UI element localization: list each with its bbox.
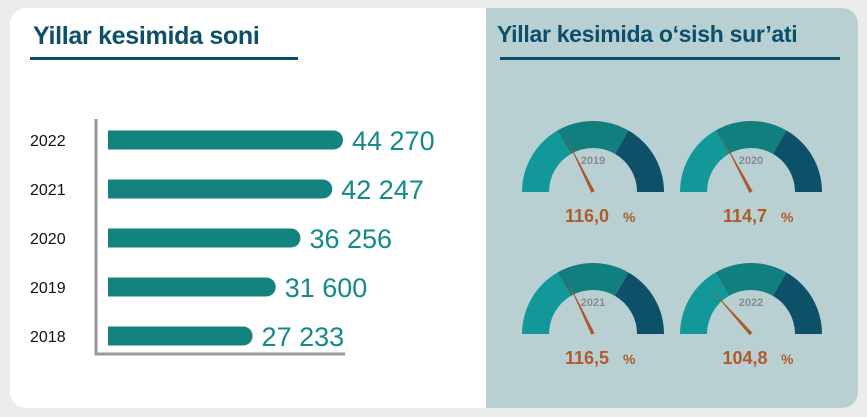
bar-category-label: 2021 xyxy=(30,182,66,199)
gauge-segment-high xyxy=(773,130,822,192)
gauge-segment-mid xyxy=(715,120,787,154)
gauge-year-label: 2022 xyxy=(739,297,763,309)
gauge-segment-mid xyxy=(557,263,629,296)
gauge-value-label: 104,8 xyxy=(722,348,767,368)
bar-category-label: 2018 xyxy=(30,329,66,346)
right-panel xyxy=(486,8,858,408)
bar-left-edge-2018 xyxy=(108,326,127,346)
gauge-segment-low xyxy=(680,130,729,192)
bar-value-label: 31 600 xyxy=(285,273,368,303)
bar-value-label: 42 247 xyxy=(341,175,424,205)
right-title-underline xyxy=(500,57,840,60)
right-chart-title: Yillar kesimida o‘sish sur’ati xyxy=(497,21,798,47)
bar-2020 xyxy=(108,228,301,248)
left-chart-title: Yillar kesimida soni xyxy=(33,22,260,50)
gauge-segment-mid xyxy=(715,263,787,296)
bar-value-label: 27 233 xyxy=(262,322,345,352)
gauge-needle xyxy=(566,278,595,335)
gauge-segment-low xyxy=(522,130,571,192)
bar-category-label: 2020 xyxy=(30,231,66,248)
gauge-segment-low xyxy=(522,272,571,334)
bar-value-label: 36 256 xyxy=(309,224,392,254)
gauge-segment-high xyxy=(773,272,822,334)
bar-2018 xyxy=(108,326,253,346)
gauge-segment-mid xyxy=(557,120,629,154)
bar-left-edge-2019 xyxy=(108,277,127,297)
bar-left-edge-2020 xyxy=(108,228,127,248)
bar-2021 xyxy=(108,179,333,199)
bar-category-label: 2022 xyxy=(30,133,66,150)
gauge-segment-high xyxy=(615,272,664,334)
bar-axis xyxy=(94,119,345,356)
gauge-value-label: 114,7 xyxy=(723,206,767,226)
gauge-year-label: 2020 xyxy=(739,155,763,167)
gauge-unit-label: % xyxy=(623,209,636,225)
gauge-year-label: 2019 xyxy=(581,155,605,167)
gauge-unit-label: % xyxy=(781,209,794,225)
bar-2022 xyxy=(108,130,343,150)
gauge-year-label: 2021 xyxy=(581,297,605,309)
gauge-needle xyxy=(565,136,595,193)
gauge-unit-label: % xyxy=(623,351,636,367)
gauge-segment-high xyxy=(615,130,664,192)
bar-2019 xyxy=(108,277,276,297)
gauge-value-label: 116,5 xyxy=(565,348,609,368)
gauge-needle xyxy=(721,137,753,193)
bar-left-edge-2021 xyxy=(108,179,127,199)
gauge-value-label: 116,0 xyxy=(565,206,609,226)
gauge-segment-low xyxy=(680,272,729,334)
bar-value-label: 44 270 xyxy=(352,126,435,156)
left-title-underline xyxy=(30,57,298,60)
gauge-unit-label: % xyxy=(781,351,794,367)
bar-left-edge-2022 xyxy=(108,130,127,150)
gauge-needle xyxy=(709,287,753,336)
bar-category-label: 2019 xyxy=(30,280,66,297)
